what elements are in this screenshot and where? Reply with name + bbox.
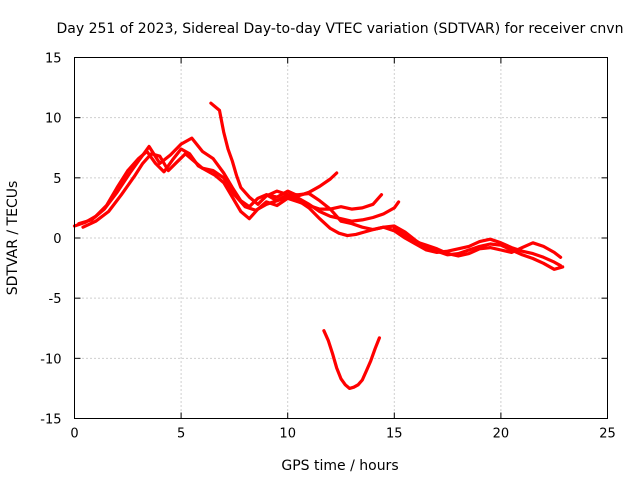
series-line-track-f	[392, 226, 563, 259]
x-tick-label: 0	[70, 427, 78, 442]
series-line-track-b	[77, 136, 401, 226]
series-line-track-a	[72, 147, 384, 228]
plot-frame	[74, 57, 608, 419]
x-tick-label: 20	[493, 427, 510, 442]
x-tick-label: 15	[386, 427, 403, 442]
x-tick-label: 10	[279, 427, 296, 442]
grid-lines	[74, 57, 608, 419]
series-line-track-d	[209, 101, 565, 271]
y-tick-label: 15	[45, 52, 62, 67]
y-tick-label: 5	[53, 172, 61, 187]
y-tick-label: -10	[40, 352, 61, 367]
y-axis-label: SDTVAR / TECUs	[5, 181, 21, 296]
x-axis-label: GPS time / hours	[281, 458, 398, 474]
chart-title: Day 251 of 2023, Sidereal Day-to-day VTE…	[57, 21, 624, 37]
series-line-track-c	[81, 152, 563, 268]
y-tick-label: -15	[40, 413, 61, 428]
series-line-track-e	[264, 171, 339, 199]
axis-ticks: 0 5 10 15 20 25 -15 -10 -5 0 5 10 15	[40, 52, 616, 442]
y-tick-label: -5	[49, 292, 62, 307]
series-line-track-g	[322, 329, 381, 390]
y-tick-label: 0	[53, 232, 61, 247]
x-tick-label: 25	[599, 427, 616, 442]
y-tick-label: 10	[45, 112, 62, 127]
x-tick-label: 5	[177, 427, 185, 442]
data-series	[72, 101, 565, 390]
